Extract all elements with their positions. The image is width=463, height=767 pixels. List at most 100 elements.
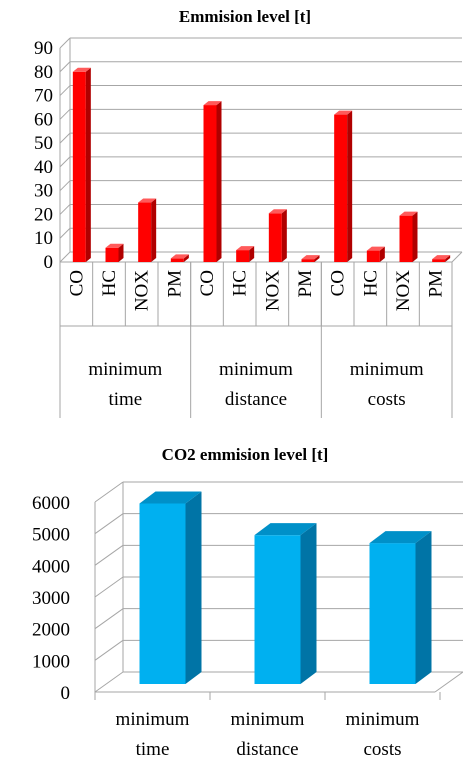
y-tick-label: 40 <box>34 157 53 178</box>
bar-side <box>415 531 432 684</box>
gridline-side <box>94 513 124 535</box>
gridline-side <box>59 108 71 120</box>
bar <box>138 198 157 262</box>
bar <box>254 523 317 684</box>
bar-top <box>254 523 317 536</box>
bar-side <box>185 491 202 684</box>
y-tick-label: 1000 <box>32 651 70 672</box>
co2-chart: CO2 emmision level [t] 0 1000 2000 3000 4000… <box>32 445 463 760</box>
group-label-line1: minimum <box>350 359 424 380</box>
y-tick-label: 0 <box>61 683 71 704</box>
x-tick-label: PM <box>426 270 447 298</box>
bar-side <box>314 255 320 262</box>
bar-side <box>300 523 317 684</box>
gridline-side <box>59 37 71 49</box>
floor-side <box>434 671 463 693</box>
bar <box>72 67 91 263</box>
bar-front <box>301 259 315 262</box>
bar-front <box>139 503 186 684</box>
bar <box>139 491 202 684</box>
bar-top <box>72 67 91 72</box>
y-tick-label: 5000 <box>32 525 70 546</box>
group-label-line1: minimum <box>219 359 293 380</box>
bar-front <box>432 259 446 262</box>
bar-front <box>254 535 301 684</box>
bar-front <box>334 114 348 262</box>
x-tick-label-line1: minimum <box>116 709 190 730</box>
gridline-side <box>59 180 71 192</box>
bar-front <box>236 250 250 262</box>
bar <box>203 101 222 262</box>
bar <box>366 246 385 262</box>
x-tick-label-line2: distance <box>236 739 298 760</box>
group-label-line1: minimum <box>88 359 162 380</box>
x-axis: minimum time minimum distance minimum costs <box>94 692 441 760</box>
bar-top <box>105 243 124 248</box>
x-tick-label: HC <box>360 270 381 296</box>
bar-front <box>105 247 119 262</box>
gridline-side <box>94 481 124 503</box>
y-tick-label: 60 <box>34 109 53 130</box>
bar-top <box>399 211 418 216</box>
x-tick-label-line1: minimum <box>346 709 420 730</box>
x-tick-label: NOX <box>262 270 283 311</box>
bars <box>139 491 432 684</box>
bar-front <box>138 202 152 262</box>
y-axis: 0 1000 2000 3000 4000 5000 6000 <box>32 493 70 704</box>
bar <box>236 246 255 262</box>
bar-side <box>281 209 287 262</box>
x-tick-label: HC <box>99 270 120 296</box>
bar-side <box>118 243 124 262</box>
x-tick-label: NOX <box>132 270 153 311</box>
gridline-side <box>94 544 124 566</box>
x-tick-label-line2: costs <box>364 739 402 760</box>
bar-top <box>366 246 385 251</box>
bar-side <box>347 110 353 262</box>
bar-front <box>170 258 184 262</box>
gridline-side <box>94 608 124 630</box>
bar <box>301 255 320 262</box>
bar-side <box>216 101 222 262</box>
x-tick-label-line2: time <box>136 739 170 760</box>
y-tick-label: 90 <box>34 38 53 59</box>
bar-top <box>203 101 222 106</box>
bar-top <box>236 246 255 251</box>
bar-side <box>445 255 451 262</box>
chart-title: CO2 emmision level [t] <box>162 445 329 464</box>
bar-side <box>183 254 189 262</box>
gridline-side <box>59 85 71 96</box>
bar-front <box>203 105 217 262</box>
bar <box>432 255 451 262</box>
bar-top <box>139 491 202 504</box>
x-tick-label: CO <box>328 270 349 296</box>
bar-top <box>432 255 451 260</box>
x-tick-label: PM <box>295 270 316 298</box>
bar <box>268 209 287 262</box>
gridline-side <box>59 227 71 239</box>
bar-top <box>301 255 320 260</box>
gridline-side <box>94 671 124 693</box>
y-tick-label: 20 <box>34 204 53 225</box>
group-label-line2: time <box>108 389 142 410</box>
gridline-side <box>59 132 71 144</box>
group-label-line2: costs <box>368 389 406 410</box>
bar-front <box>399 215 413 262</box>
y-tick-label: 80 <box>34 62 53 83</box>
x-tick-label: CO <box>197 270 218 296</box>
bar <box>334 110 353 262</box>
bar <box>170 254 189 262</box>
group-label-line2: distance <box>225 389 287 410</box>
x-tick-label-line1: minimum <box>231 709 305 730</box>
bar-front <box>72 71 86 263</box>
y-tick-label: 4000 <box>32 556 70 577</box>
x-axis: CO HC NOX PM CO HC NOX PM CO HC NOX PM minimum time mi… <box>59 262 453 418</box>
gridline-side <box>59 61 71 73</box>
bar-top <box>268 209 287 214</box>
y-tick-label: 30 <box>34 181 53 202</box>
gridline-side <box>94 576 124 598</box>
chart-title: Emmision level [t] <box>179 7 311 26</box>
floor-side <box>451 251 463 263</box>
x-tick-label: NOX <box>393 270 414 311</box>
bar-front <box>366 250 380 262</box>
